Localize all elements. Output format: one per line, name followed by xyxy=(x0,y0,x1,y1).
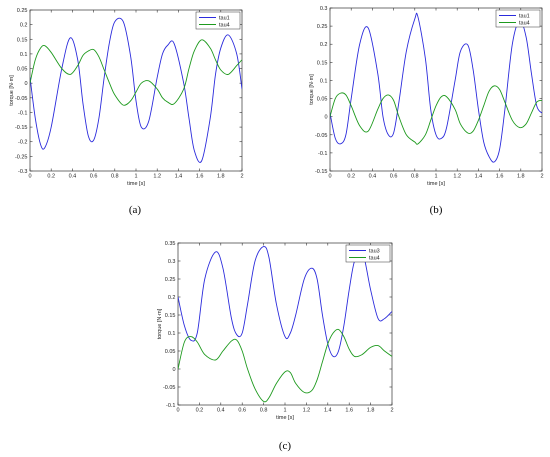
panel-1-x-tick-label: 0.4 xyxy=(69,174,77,180)
panel-2-x-tick-label: 0.4 xyxy=(369,174,377,180)
panel-3-y-tick-label: -0.1 xyxy=(166,403,175,409)
panel-1-y-tick-label: -0.3 xyxy=(18,169,27,175)
panel-3-series-line-tau4 xyxy=(178,328,392,403)
panel-2-x-tick-label: 1.2 xyxy=(453,174,461,180)
panel-2-legend-label-tau4: tau4 xyxy=(519,21,530,27)
panel-2-y-tick-label: -0.15 xyxy=(315,169,328,175)
panel-1-series-line-tau1 xyxy=(30,17,242,163)
panel-1-y-tick-label: 0.25 xyxy=(17,8,28,14)
panel-2-y-tick-label: 0.05 xyxy=(317,97,328,103)
panel-1-y-tick-label: -0.1 xyxy=(18,110,27,116)
panel-2-y-axis-label: torque [N·m] xyxy=(309,74,315,105)
panel-3-plot-frame xyxy=(177,242,393,406)
panel-3-y-tick-label: 0.15 xyxy=(165,313,176,319)
panel-2-x-tick-label: 1.6 xyxy=(496,174,504,180)
panel-2-legend-box xyxy=(495,9,541,28)
panel-1-legend-label-tau1: tau1 xyxy=(219,16,230,22)
panel-3-x-tick-label: 1.6 xyxy=(345,408,353,414)
panel-1-y-axis-label: torque [N·m] xyxy=(9,75,15,106)
panel-3-x-tick-label: 0.4 xyxy=(217,408,225,414)
panel-2-y-tick-label: -0.05 xyxy=(315,133,328,139)
panel-1-x-tick-label: 1.8 xyxy=(217,174,225,180)
panel-1-x-tick-label: 1.6 xyxy=(196,174,204,180)
panel-1-x-tick-label: 0.8 xyxy=(111,174,119,180)
panel-1-y-tick-label: 0.15 xyxy=(17,37,28,43)
panel-2-legend-label-tau1: tau1 xyxy=(519,14,530,20)
panel-2-x-tick-label: 0.6 xyxy=(390,174,398,180)
panel-3-series-line-tau3 xyxy=(178,246,392,358)
panel-3-caption: (c) xyxy=(279,440,292,452)
panel-1-series-line-tau4 xyxy=(30,39,242,106)
panel-3-x-tick-label: 1.2 xyxy=(303,408,311,414)
panel-2-y-tick-label: -0.1 xyxy=(318,151,327,157)
panel-2-x-tick-label: 1 xyxy=(434,174,437,180)
panel-3-x-axis-label: time [s] xyxy=(276,415,294,421)
panel-3-x-tick-label: 0.8 xyxy=(260,408,268,414)
panel-1-y-tick-label: 0.2 xyxy=(20,23,28,29)
panel-2-x-tick-label: 1.4 xyxy=(475,174,483,180)
panel-3-y-tick-label: 0.3 xyxy=(168,259,176,265)
panel-3-x-tick-label: 0.6 xyxy=(238,408,246,414)
panel-3-y-tick-label: 0.2 xyxy=(168,295,176,301)
panel-2-y-tick-label: 0.1 xyxy=(320,78,328,84)
panel-3-legend-box xyxy=(345,244,391,263)
panel-2-x-axis-label: time [s] xyxy=(427,181,445,187)
panel-3-y-tick-label: 0.35 xyxy=(165,241,176,247)
panel-2-x-tick-label: 0.2 xyxy=(347,174,355,180)
panel-2-y-tick-label: 0.3 xyxy=(320,6,328,12)
panel-1-legend-box xyxy=(195,11,241,30)
panel-1-x-tick-label: 0.6 xyxy=(90,174,98,180)
panel-3-y-tick-label: 0.25 xyxy=(165,277,176,283)
panel-1-y-tick-label: -0.15 xyxy=(15,125,28,131)
panel-3-legend-label-tau3: tau3 xyxy=(369,249,380,255)
panel-1-x-axis-label: time [s] xyxy=(127,181,145,187)
panel-1-x-tick-label: 0.2 xyxy=(47,174,55,180)
panel-2-caption: (b) xyxy=(430,204,443,216)
panel-2-plot-frame xyxy=(329,7,543,172)
panel-1-plot-frame xyxy=(29,9,243,172)
panel-2-y-tick-label: 0 xyxy=(324,115,327,121)
panel-3-y-tick-label: 0 xyxy=(172,367,175,373)
panel-3-y-axis-label: torque [N·m] xyxy=(157,308,163,339)
panel-3-legend-label-tau4: tau4 xyxy=(369,256,380,262)
panel-1-x-tick-label: 1.4 xyxy=(175,174,183,180)
panel-1-y-tick-label: 0.1 xyxy=(20,52,28,58)
panel-1-x-tick-label: 2 xyxy=(240,174,243,180)
panel-1-y-tick-label: -0.25 xyxy=(15,154,28,160)
panel-2-x-tick-label: 1.8 xyxy=(517,174,525,180)
panel-2-x-tick-label: 2 xyxy=(540,174,543,180)
panel-2-x-tick-label: 0 xyxy=(328,174,331,180)
panel-3-x-tick-label: 0.2 xyxy=(196,408,204,414)
panel-1-x-tick-label: 0 xyxy=(28,174,31,180)
panel-3-x-tick-label: 1.4 xyxy=(324,408,332,414)
panel-2-series-line-tau4 xyxy=(330,85,542,145)
panel-3-x-tick-label: 1.8 xyxy=(367,408,375,414)
panel-1-x-tick-label: 1.2 xyxy=(153,174,161,180)
panel-1-y-tick-label: -0.2 xyxy=(18,140,27,146)
panel-1-legend-label-tau4: tau4 xyxy=(219,23,230,29)
panel-1-caption: (a) xyxy=(129,204,142,216)
panel-3-y-tick-label: 0.05 xyxy=(165,349,176,355)
panel-1-y-tick-label: 0.05 xyxy=(17,67,28,73)
panel-2-y-tick-label: 0.2 xyxy=(320,42,328,48)
panel-3-x-tick-label: 1 xyxy=(283,408,286,414)
panel-2-x-tick-label: 0.8 xyxy=(411,174,419,180)
panel-2-series-line-tau1 xyxy=(330,12,542,163)
panel-2-y-tick-label: 0.15 xyxy=(317,60,328,66)
panel-1-x-tick-label: 1 xyxy=(134,174,137,180)
panel-3-y-tick-label: 0.1 xyxy=(168,331,176,337)
panel-3-y-tick-label: -0.05 xyxy=(163,385,176,391)
panel-3-x-tick-label: 2 xyxy=(390,408,393,414)
panel-2-y-tick-label: 0.25 xyxy=(317,24,328,30)
panel-1-y-tick-label: 0 xyxy=(24,81,27,87)
panel-1-y-tick-label: -0.05 xyxy=(15,96,28,102)
panel-3-x-tick-label: 0 xyxy=(176,408,179,414)
